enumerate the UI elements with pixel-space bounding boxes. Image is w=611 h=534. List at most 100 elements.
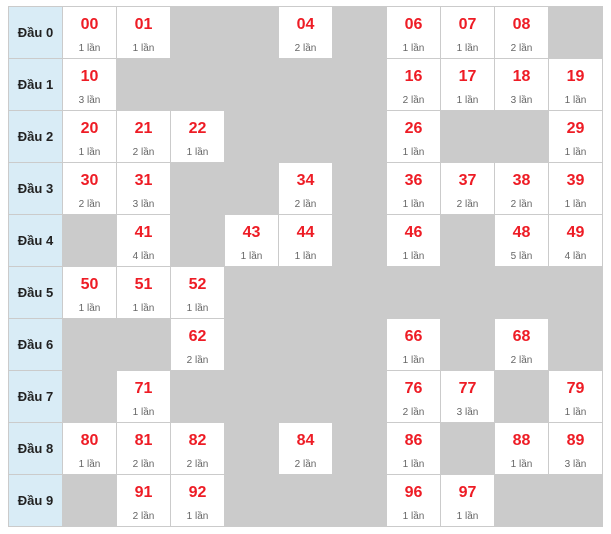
occurrence-count: 1 lần <box>186 303 209 314</box>
number-cell: 36 1 lần <box>386 162 441 215</box>
grid-row: Đầu 8 80 1 lần 81 2 lần 82 2 lần 84 2 lần 86 1 lần… <box>8 422 603 475</box>
occurrence-count: 1 lần <box>402 43 425 54</box>
empty-cell <box>440 318 495 371</box>
number: 26 <box>404 120 423 137</box>
number: 88 <box>512 432 531 449</box>
empty-cell <box>332 370 387 423</box>
occurrence-count: 2 lần <box>132 511 155 522</box>
row-head-label: Đầu 6 <box>8 318 63 371</box>
number: 68 <box>512 328 531 345</box>
number: 20 <box>80 120 99 137</box>
number: 84 <box>296 432 315 449</box>
occurrence-count: 3 lần <box>510 95 533 106</box>
number-cell: 10 3 lần <box>62 58 117 111</box>
empty-cell <box>278 370 333 423</box>
number-cell: 17 1 lần <box>440 58 495 111</box>
grid-row: Đầu 1 10 3 lần 16 2 lần 17 1 lần 18 3 lần 19 1 lần <box>8 58 603 111</box>
number: 22 <box>188 120 207 137</box>
occurrence-count: 1 lần <box>564 95 587 106</box>
empty-cell <box>332 474 387 527</box>
number-cell: 46 1 lần <box>386 214 441 267</box>
number: 76 <box>404 380 423 397</box>
occurrence-count: 2 lần <box>402 95 425 106</box>
occurrence-count: 1 lần <box>186 511 209 522</box>
occurrence-count: 1 lần <box>564 147 587 158</box>
empty-cell <box>170 6 225 59</box>
occurrence-count: 2 lần <box>294 459 317 470</box>
occurrence-count: 3 lần <box>78 95 101 106</box>
empty-cell <box>62 370 117 423</box>
number: 82 <box>188 432 207 449</box>
number: 89 <box>566 432 585 449</box>
number: 92 <box>188 484 207 501</box>
row-head-label: Đầu 2 <box>8 110 63 163</box>
occurrence-count: 4 lần <box>564 251 587 262</box>
empty-cell <box>332 110 387 163</box>
empty-cell <box>440 214 495 267</box>
empty-cell <box>332 58 387 111</box>
empty-cell <box>332 214 387 267</box>
number: 01 <box>134 16 153 33</box>
occurrence-count: 2 lần <box>186 459 209 470</box>
empty-cell <box>170 370 225 423</box>
empty-cell <box>332 162 387 215</box>
number-cell: 07 1 lần <box>440 6 495 59</box>
occurrence-count: 2 lần <box>294 43 317 54</box>
occurrence-count: 2 lần <box>510 43 533 54</box>
occurrence-count: 2 lần <box>132 459 155 470</box>
number-cell: 66 1 lần <box>386 318 441 371</box>
number-cell: 38 2 lần <box>494 162 549 215</box>
number: 36 <box>404 172 423 189</box>
number-cell: 97 1 lần <box>440 474 495 527</box>
row-head-label: Đầu 8 <box>8 422 63 475</box>
number-cell: 19 1 lần <box>548 58 603 111</box>
empty-cell <box>548 474 603 527</box>
number: 48 <box>512 224 531 241</box>
occurrence-count: 2 lần <box>294 199 317 210</box>
number: 19 <box>566 68 585 85</box>
lottery-frequency-grid: Đầu 0 00 1 lần 01 1 lần 04 2 lần 06 1 lần 07 1 lần… <box>8 6 603 527</box>
number-cell: 39 1 lần <box>548 162 603 215</box>
number: 38 <box>512 172 531 189</box>
row-head-label: Đầu 9 <box>8 474 63 527</box>
empty-cell <box>332 318 387 371</box>
empty-cell <box>278 58 333 111</box>
occurrence-count: 5 lần <box>510 251 533 262</box>
occurrence-count: 2 lần <box>132 147 155 158</box>
number: 97 <box>458 484 477 501</box>
number-cell: 86 1 lần <box>386 422 441 475</box>
empty-cell <box>116 58 171 111</box>
number-cell: 89 3 lần <box>548 422 603 475</box>
empty-cell <box>224 422 279 475</box>
number-cell: 37 2 lần <box>440 162 495 215</box>
number: 18 <box>512 68 531 85</box>
number-cell: 04 2 lần <box>278 6 333 59</box>
occurrence-count: 1 lần <box>564 199 587 210</box>
occurrence-count: 1 lần <box>402 147 425 158</box>
occurrence-count: 1 lần <box>456 43 479 54</box>
number-cell: 00 1 lần <box>62 6 117 59</box>
occurrence-count: 1 lần <box>510 459 533 470</box>
empty-cell <box>224 370 279 423</box>
occurrence-count: 1 lần <box>78 459 101 470</box>
number-cell: 48 5 lần <box>494 214 549 267</box>
number: 41 <box>134 224 153 241</box>
occurrence-count: 3 lần <box>564 459 587 470</box>
number-cell: 30 2 lần <box>62 162 117 215</box>
number: 00 <box>80 16 99 33</box>
row-head-label: Đầu 4 <box>8 214 63 267</box>
empty-cell <box>224 474 279 527</box>
number: 08 <box>512 16 531 33</box>
empty-cell <box>440 422 495 475</box>
row-head-label: Đầu 1 <box>8 58 63 111</box>
number: 29 <box>566 120 585 137</box>
occurrence-count: 1 lần <box>402 355 425 366</box>
empty-cell <box>62 214 117 267</box>
empty-cell <box>170 214 225 267</box>
occurrence-count: 1 lần <box>78 303 101 314</box>
occurrence-count: 2 lần <box>510 355 533 366</box>
number: 77 <box>458 380 477 397</box>
grid-row: Đầu 6 62 2 lần 66 1 lần 68 2 lần <box>8 318 603 371</box>
number-cell: 52 1 lần <box>170 266 225 319</box>
number: 71 <box>134 380 153 397</box>
